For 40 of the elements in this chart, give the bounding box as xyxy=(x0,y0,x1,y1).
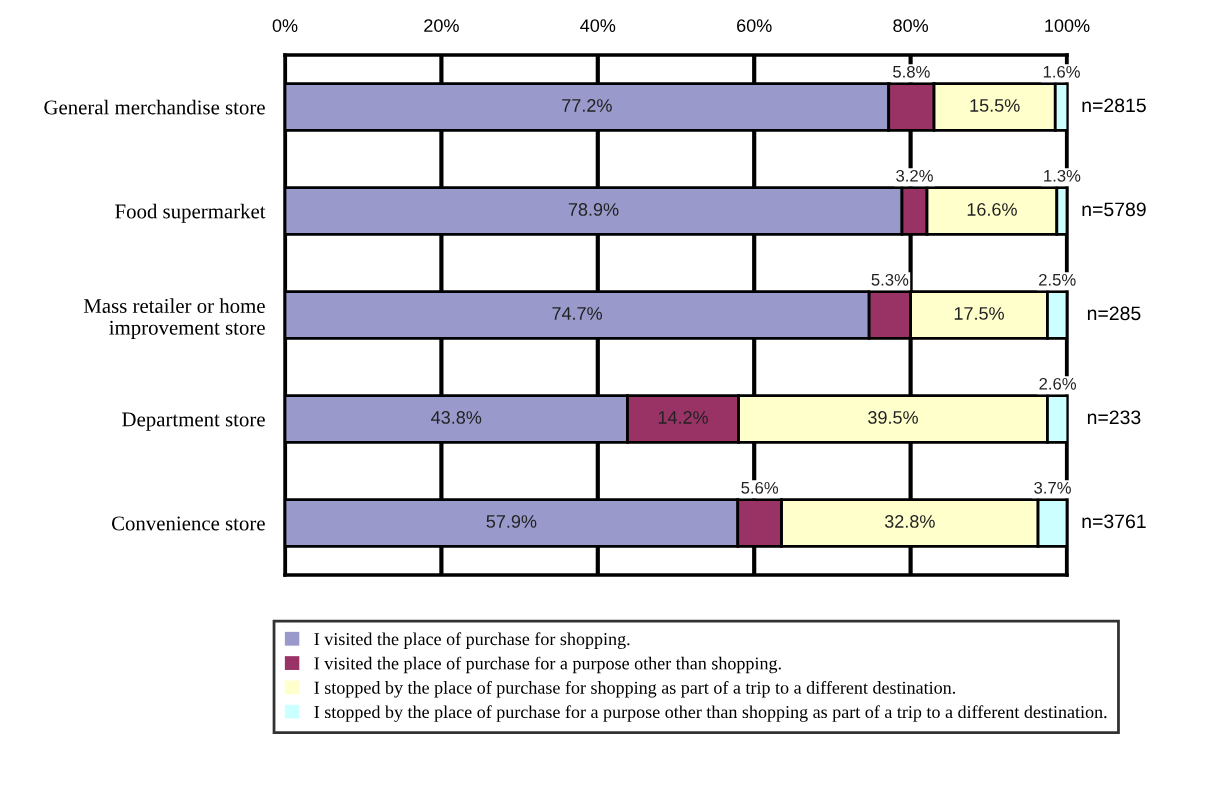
data-label: 2.5% xyxy=(1039,273,1076,286)
y-tick-label: Mass retailer or home improvement store xyxy=(83,298,265,339)
x-tick-label: 60% xyxy=(737,19,772,32)
text: n=285 xyxy=(1087,306,1141,321)
data-label: 32.8% xyxy=(884,515,935,528)
x-tick-label: 40% xyxy=(580,19,616,32)
data-label: 39.5% xyxy=(868,411,918,424)
legend-label: I visited the place of purchase for shopping. xyxy=(314,632,630,649)
legend-label: I stopped by the place of purchase for shopping as part of a trip to a different destination. xyxy=(314,680,956,698)
data-label: 17.5% xyxy=(954,307,1004,320)
data-label: 15.5% xyxy=(970,99,1020,112)
text: n=2815 xyxy=(1082,98,1146,113)
data-label: 74.7% xyxy=(552,307,603,320)
data-label: 3.2% xyxy=(896,169,933,182)
data-label: 1.6% xyxy=(1043,65,1080,78)
text: n=233 xyxy=(1087,410,1141,425)
x-tick-label: 0% xyxy=(272,19,298,32)
x-tick-label: 100% xyxy=(1045,19,1090,32)
data-label: 14.2% xyxy=(658,411,708,424)
data-label: 57.9% xyxy=(486,515,537,528)
data-label: 5.3% xyxy=(871,273,909,286)
data-label: 77.2% xyxy=(562,99,612,112)
data-label: 3.7% xyxy=(1034,481,1071,494)
data-label: 5.8% xyxy=(893,65,930,78)
y-tick-label: General merchandise store xyxy=(44,99,265,115)
data-label: 1.3% xyxy=(1044,169,1081,182)
text: n=3761 xyxy=(1082,514,1146,529)
x-tick-label: 80% xyxy=(893,19,929,32)
x-tick-label: 20% xyxy=(424,19,459,32)
data-label: 78.9% xyxy=(568,203,619,216)
data-label: 43.8% xyxy=(431,411,482,424)
legend-label: I stopped by the place of purchase for a purpose other than shopping as part of a trip to a different destination. xyxy=(314,705,1107,722)
legend-label: I visited the place of purchase for a purpose other than shopping. xyxy=(314,656,781,674)
text: n=5789 xyxy=(1082,202,1146,217)
y-tick-label: Department store xyxy=(122,412,265,431)
y-tick-label: Food supermarket xyxy=(115,203,266,223)
y-tick-label: Convenience store xyxy=(111,516,265,531)
data-label: 16.6% xyxy=(967,203,1017,216)
data-label: 2.6% xyxy=(1039,377,1077,390)
data-label: 5.6% xyxy=(741,481,779,494)
